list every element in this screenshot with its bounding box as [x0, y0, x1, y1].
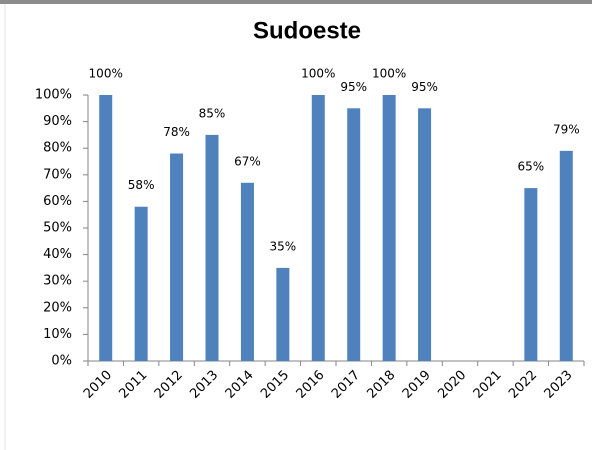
- top-border: [0, 0, 592, 4]
- x-tick-label: 2019: [400, 368, 434, 402]
- x-tick-label: 2020: [435, 368, 469, 402]
- value-label: 85%: [199, 106, 226, 120]
- x-tick-label: 2012: [152, 368, 186, 402]
- bar: [382, 95, 396, 361]
- bar: [559, 150, 573, 361]
- y-tick-label: 20%: [43, 300, 72, 315]
- y-tick-label: 90%: [43, 114, 72, 129]
- y-tick-label: 80%: [43, 141, 72, 156]
- y-tick-label: 100%: [35, 88, 72, 103]
- value-label: 100%: [89, 67, 123, 81]
- y-tick-label: 30%: [43, 274, 72, 289]
- bar: [205, 134, 219, 361]
- bar: [99, 95, 113, 361]
- x-tick-label: 2015: [258, 368, 292, 402]
- x-tick-label: 2022: [506, 368, 540, 402]
- value-label: 100%: [372, 67, 406, 81]
- y-tick-label: 40%: [43, 247, 72, 262]
- value-label: 79%: [553, 122, 580, 136]
- bar: [311, 95, 325, 361]
- value-label: 95%: [340, 80, 367, 94]
- bar: [134, 206, 148, 361]
- y-tick-label: 60%: [43, 194, 72, 209]
- x-tick-label: 2010: [81, 368, 115, 402]
- bar: [170, 153, 184, 361]
- value-label: 35%: [270, 239, 297, 253]
- value-label: 100%: [301, 67, 335, 81]
- bar: [240, 182, 254, 361]
- value-label: 67%: [234, 154, 261, 168]
- bar: [418, 108, 432, 361]
- x-tick-label: 2011: [116, 368, 150, 402]
- bar: [347, 108, 361, 361]
- y-tick-label: 10%: [43, 327, 72, 342]
- y-tick-label: 50%: [43, 221, 72, 236]
- value-label: 78%: [163, 125, 190, 139]
- x-tick-label: 2021: [471, 368, 505, 402]
- y-tick-label: 0%: [51, 354, 72, 369]
- y-tick-label: 70%: [43, 167, 72, 182]
- x-tick-label: 2023: [542, 368, 576, 402]
- x-tick-label: 2016: [294, 368, 328, 402]
- x-tick-label: 2014: [223, 368, 257, 402]
- x-tick-label: 2017: [329, 368, 363, 402]
- value-label: 65%: [518, 160, 545, 174]
- value-label: 58%: [128, 178, 155, 192]
- x-tick-label: 2013: [187, 368, 221, 402]
- bar: [524, 188, 538, 361]
- bar: [276, 267, 290, 361]
- chart-title: Sudoeste: [253, 17, 361, 44]
- value-label: 95%: [411, 80, 438, 94]
- x-tick-label: 2018: [364, 368, 398, 402]
